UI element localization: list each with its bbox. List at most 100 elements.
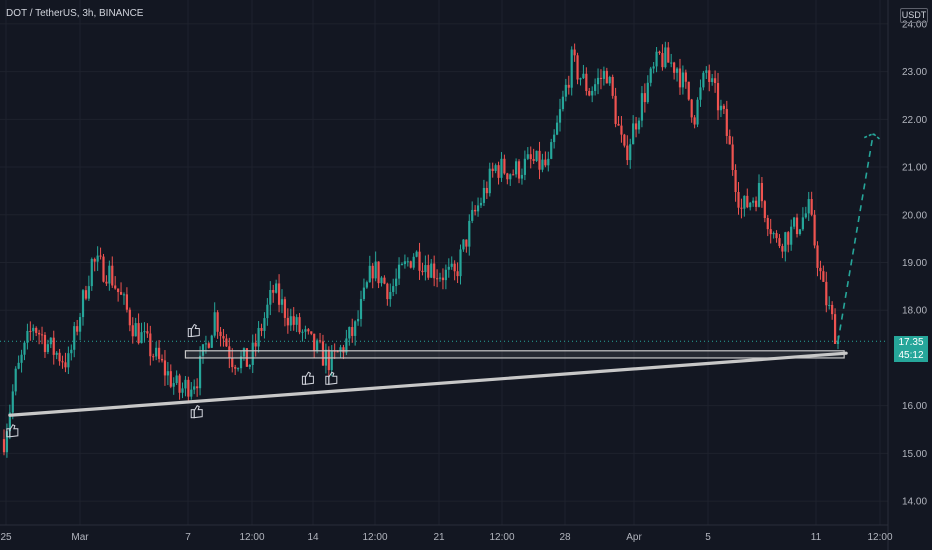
support-zone-rect[interactable] [184,350,845,359]
thumbs-up-icon [301,371,314,385]
candle-body [602,70,605,79]
projection-arrowhead [863,132,881,141]
candle-body [520,174,524,179]
candle-body [172,383,175,387]
candle-body [222,336,225,339]
candle-body [81,290,85,318]
candle-body [740,207,743,209]
candle-body [310,331,313,334]
candle-body [687,81,690,100]
candle-body [459,249,462,277]
candle-body [348,327,351,339]
y-tick-label: 15.00 [902,449,927,460]
candle-body [231,357,234,368]
candle-body [833,314,837,344]
candle-body [345,338,348,353]
candle-body [711,78,714,82]
symbol-header[interactable]: DOT / TetherUS, 3h, BINANCE [6,8,144,19]
candle-body [67,353,70,368]
candle-body [298,317,301,333]
candle-body [693,117,696,125]
thumb-shape [328,371,338,385]
candle-body [307,329,310,332]
y-axis[interactable]: 24.00 23.00 22.00 21.00 20.00 19.00 18.00 16.00… [887,0,927,550]
candle-body [822,271,825,282]
candle-body [418,251,421,271]
candle-body [128,309,131,326]
candle-body [722,105,725,109]
candle-body [828,304,831,306]
x-tick-label: 28 [559,532,571,543]
candle-body [424,265,427,273]
x-axis[interactable]: 25 Mar 7 12:00 14 12:00 21 12:00 28 Apr 5 11 12:00 [0,524,893,543]
candle-body [143,331,146,333]
candle-body [5,431,9,453]
candle-body [538,150,541,170]
candle-body [696,99,699,125]
candle-body [351,327,354,336]
candle-body [795,217,799,235]
support-trend-line[interactable] [8,351,848,417]
candle-body [216,312,219,332]
candle-body [356,318,360,322]
drawings-layer[interactable] [6,132,881,438]
candle-body [383,277,386,284]
candle-body [225,338,228,347]
candle-body [781,246,784,252]
candle-body [558,109,562,123]
candle-body [321,341,325,366]
candle-body [412,256,415,268]
candle-body [389,291,392,300]
candle-body [772,233,775,235]
candle-body [778,238,781,247]
candle-body [652,66,655,69]
candle-body [825,281,828,306]
candle-body [634,123,638,130]
candle-body [646,82,649,103]
y-tick-label: 21.00 [902,163,927,174]
candle-body [664,47,667,68]
y-tick-label: 18.00 [902,306,927,317]
candle-body [550,142,553,159]
candle-body [193,386,196,390]
candle-body [190,389,193,397]
candle-body [160,358,164,361]
candle-body [163,360,167,376]
candle-body [535,150,538,161]
candle-body [318,340,322,342]
chart-grid [0,0,888,525]
candle-body [84,290,88,299]
candle-body [515,161,518,175]
thumbs-up-icon [6,424,19,438]
candle-body [292,316,295,325]
candle-body [819,267,822,272]
candle-body [78,317,82,332]
candle-body [716,83,720,111]
candle-body [152,356,155,358]
candle-body [102,256,105,282]
candle-body [70,349,73,354]
candle-body [157,347,161,359]
candle-body [743,195,746,209]
candle-body [441,277,445,281]
candle-body [374,261,377,279]
candle-body [365,282,368,288]
currency-unit-badge[interactable]: USDT [900,8,928,23]
candle-body [49,337,52,345]
candle-body [611,76,614,96]
candle-body [684,72,687,82]
projection-dashed-arrow[interactable] [837,133,875,342]
candle-body [760,182,764,202]
candle-body [377,261,380,284]
candle-body [87,286,90,299]
candle-body [793,217,796,227]
candle-body [403,261,407,265]
y-tick-label: 23.00 [902,67,927,78]
candle-body [614,95,617,124]
candle-body [93,259,96,262]
candle-body [675,68,679,73]
candle-body [752,200,755,203]
candle-body [336,351,339,353]
x-tick-label: 12:00 [867,532,892,543]
